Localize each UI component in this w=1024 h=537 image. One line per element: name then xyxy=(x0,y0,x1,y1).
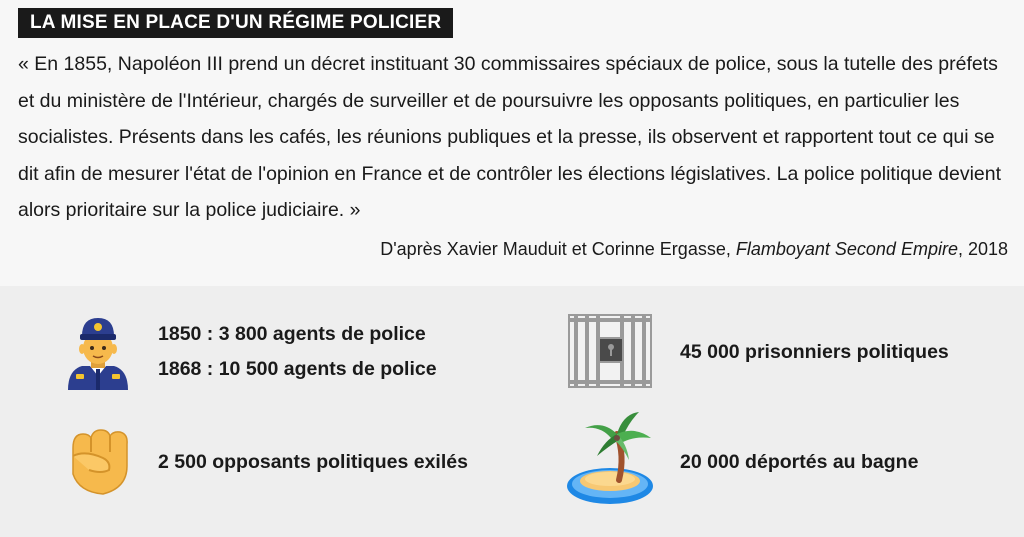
prison-bars-icon xyxy=(568,314,652,388)
quote-source: D'après Xavier Mauduit et Corinne Ergass… xyxy=(380,236,1008,262)
raised-fist-icon xyxy=(72,429,128,495)
page-title: LA MISE EN PLACE D'UN RÉGIME POLICIER xyxy=(18,8,454,38)
police-officer-icon xyxy=(68,318,128,390)
prison-stat: 45 000 prisonniers politiques xyxy=(680,341,949,363)
quote-panel: LA MISE EN PLACE D'UN RÉGIME POLICIER « … xyxy=(18,8,1008,262)
source-title: Flamboyant Second Empire xyxy=(735,239,958,259)
stats-panel: 1850 : 3 800 agents de police 1868 : 10 … xyxy=(0,286,1024,537)
exile-stat: 2 500 opposants politiques exilés xyxy=(158,451,468,473)
source-prefix: D'après Xavier Mauduit et Corinne Ergass… xyxy=(380,239,736,259)
desert-island-icon xyxy=(567,412,653,504)
police-stat-1850: 1850 : 3 800 agents de police xyxy=(158,323,426,345)
source-suffix: , 2018 xyxy=(957,239,1008,259)
police-stat-1868: 1868 : 10 500 agents de police xyxy=(158,358,437,380)
quote-text: « En 1855, Napoléon III prend un décret … xyxy=(18,53,1002,221)
bagne-stat: 20 000 déportés au bagne xyxy=(680,451,919,473)
